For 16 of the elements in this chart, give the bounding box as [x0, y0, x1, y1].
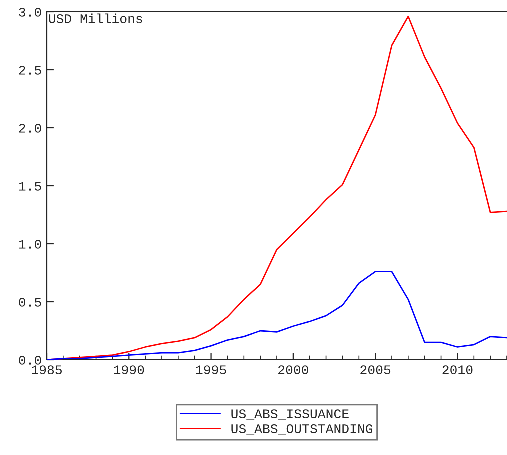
y-axis-title: USD Millions: [49, 14, 142, 24]
x-tick-label: 2005: [360, 366, 391, 375]
legend-label: US_ABS_OUTSTANDING: [232, 424, 373, 435]
y-tick-label: 0.0: [19, 356, 42, 365]
y-tick-label: 0.5: [19, 298, 42, 307]
x-tick-label: 1995: [196, 366, 226, 375]
x-tick-label: 2010: [442, 366, 473, 375]
y-tick-label: 2.0: [19, 124, 42, 133]
x-tick-label: 1985: [32, 366, 62, 375]
y-tick-label: 2.5: [19, 66, 42, 75]
x-tick-label: 2000: [278, 366, 308, 375]
x-tick-label: 1990: [114, 366, 144, 375]
y-tick-label: 1.0: [19, 240, 42, 249]
y-tick-label: 1.5: [19, 182, 42, 191]
y-tick-label: 3.0: [19, 8, 42, 17]
legend-label: US_ABS_ISSUANCE: [232, 410, 349, 420]
